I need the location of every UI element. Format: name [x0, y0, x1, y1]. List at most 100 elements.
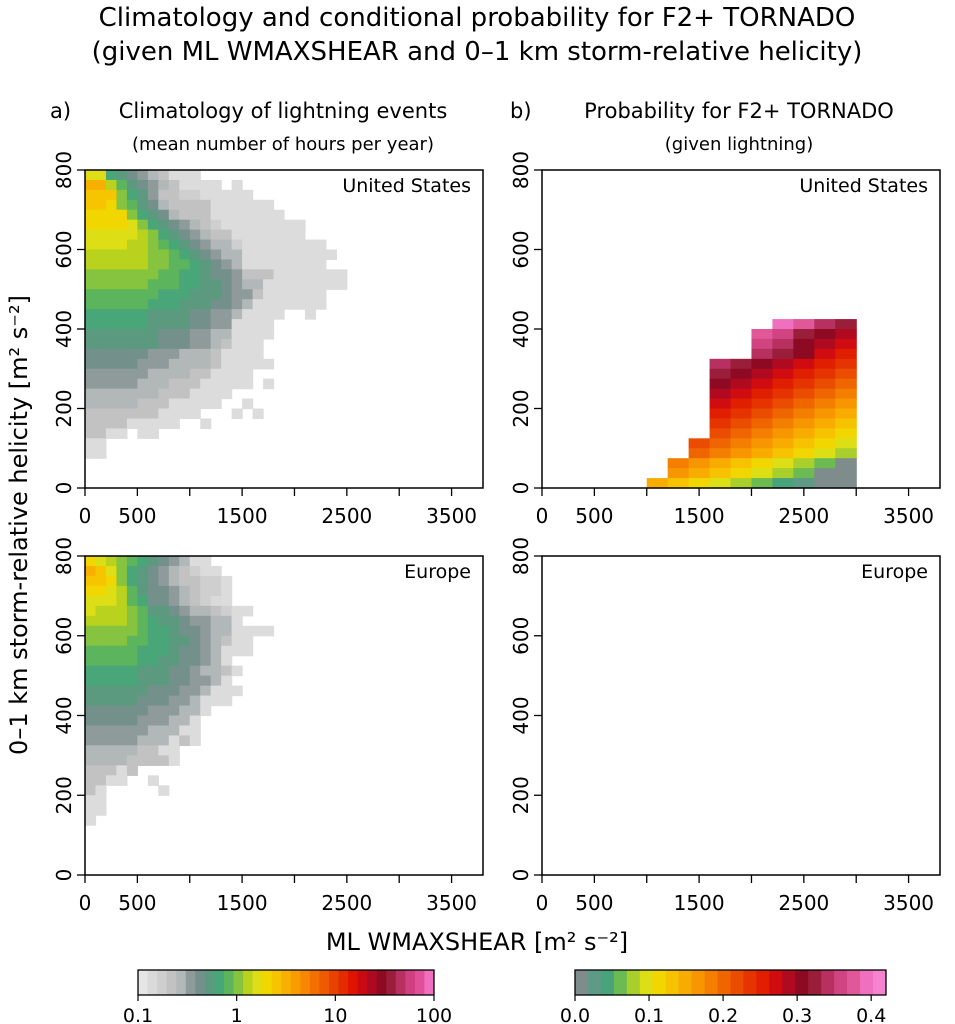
heatmap-cell	[95, 358, 107, 370]
colorbar-swatch	[795, 970, 809, 995]
heatmap-cell	[105, 695, 118, 707]
heatmap-cell	[231, 269, 243, 280]
heatmap-cell	[147, 685, 159, 697]
heatmap-cell	[231, 209, 243, 221]
heatmap-cell	[158, 309, 170, 320]
heatmap-cell	[793, 358, 815, 370]
heatmap-cell	[95, 209, 107, 221]
heatmap-cell	[179, 358, 191, 370]
heatmap-cell	[730, 418, 753, 429]
heatmap-cell	[158, 239, 170, 251]
heatmap-cell	[95, 805, 107, 816]
heatmap-cell	[105, 428, 118, 439]
heatmap-cell	[168, 219, 180, 231]
heatmap-cell	[116, 775, 128, 786]
heatmap-cell	[221, 645, 233, 657]
colorbar-swatch	[223, 970, 234, 995]
heatmap-cell	[210, 695, 222, 707]
heatmap-cell	[179, 279, 191, 290]
heatmap-cell	[168, 556, 180, 567]
heatmap-cell	[189, 665, 201, 677]
heatmap-cell	[189, 388, 201, 400]
heatmap-cell	[304, 239, 317, 251]
y-tick-label: 200	[509, 776, 533, 814]
heatmap-cell	[284, 219, 296, 231]
heatmap-cell	[126, 715, 138, 727]
heatmap-cell	[147, 595, 159, 607]
heatmap-cell	[200, 655, 212, 667]
heatmap-cell	[221, 695, 233, 707]
heatmap-cell	[168, 735, 180, 747]
colorbar-frame	[137, 969, 435, 996]
heatmap-cell	[95, 438, 107, 449]
colorbar-swatch	[328, 970, 340, 995]
heatmap-cell	[85, 635, 97, 647]
heatmap-cell	[263, 625, 275, 637]
x-tick-label: 3500	[426, 891, 477, 915]
heatmap-cell	[137, 348, 149, 360]
heatmap-cell	[231, 189, 243, 201]
heatmap-cell	[200, 585, 212, 597]
heatmap-cell	[294, 229, 306, 241]
heatmap-cell	[147, 309, 159, 320]
heatmap-cell	[315, 249, 327, 261]
heatmap-cell	[231, 319, 243, 330]
heatmap-cell	[137, 595, 149, 607]
heatmap-cell	[200, 319, 212, 330]
heatmap-cell	[95, 695, 107, 707]
heatmap-cell	[85, 329, 97, 340]
heatmap-cell	[751, 448, 774, 459]
heatmap-cell	[210, 645, 222, 657]
x-tick-label: 500	[118, 504, 156, 528]
heatmap-cell	[315, 299, 327, 310]
heatmap-cell	[835, 448, 857, 459]
heatmap-cell	[814, 358, 836, 370]
heatmap-cell	[158, 695, 170, 707]
heatmap-cell	[242, 189, 254, 201]
heatmap-cell	[158, 595, 170, 607]
heatmap-cell	[189, 635, 201, 647]
heatmap-cell	[95, 229, 107, 241]
panel-b-eu: 0 500 1500 2500 3500 0 200 400 600 800 Europe	[509, 537, 941, 915]
heatmap-cell	[95, 309, 107, 320]
heatmap-cell	[772, 458, 794, 469]
colorbar-swatch	[300, 970, 311, 995]
heatmap-cell	[85, 795, 97, 806]
x-tick-label: 1500	[674, 504, 725, 528]
heatmap-cell	[126, 329, 138, 340]
heatmap-cell	[126, 229, 138, 241]
heatmap-cell	[231, 665, 243, 677]
heatmap-cell	[147, 189, 159, 201]
heatmap-cell	[126, 705, 138, 717]
heatmap-cell	[242, 249, 254, 261]
heatmap-cell	[126, 595, 138, 607]
panels: 0 500 1500 2500 3500 0 200 400 600 800 United Stat…	[52, 151, 941, 915]
heatmap-cell	[210, 338, 222, 350]
heatmap-cell	[179, 219, 191, 231]
heatmap-cell	[189, 338, 201, 350]
heatmap-cell	[95, 785, 107, 796]
heatmap-cell	[147, 665, 159, 677]
heatmap-cell	[772, 338, 794, 350]
heatmap-cell	[116, 625, 128, 637]
heatmap-cell	[263, 299, 275, 310]
heatmap-cell	[315, 289, 327, 300]
heatmap-cell	[231, 338, 243, 350]
heatmap-cell	[793, 388, 815, 400]
heatmap-cell	[252, 338, 264, 350]
heatmap-cell	[116, 189, 128, 201]
colorbar-swatch	[424, 970, 435, 995]
heatmap-cell	[147, 249, 159, 261]
heatmap-cell	[105, 645, 118, 657]
panel-b-subtitle: (given lightning)	[665, 134, 813, 155]
heatmap-cell	[200, 269, 212, 280]
heatmap-cell	[263, 329, 275, 340]
heatmap-cell	[294, 239, 306, 251]
heatmap-cell	[179, 209, 191, 221]
heatmap-cell	[95, 725, 107, 737]
heatmap-cell	[147, 398, 159, 410]
heatmap-cell	[772, 358, 794, 370]
heatmap-cell	[200, 289, 212, 300]
heatmap-cell	[116, 418, 128, 429]
heatmap-cell	[137, 615, 149, 627]
